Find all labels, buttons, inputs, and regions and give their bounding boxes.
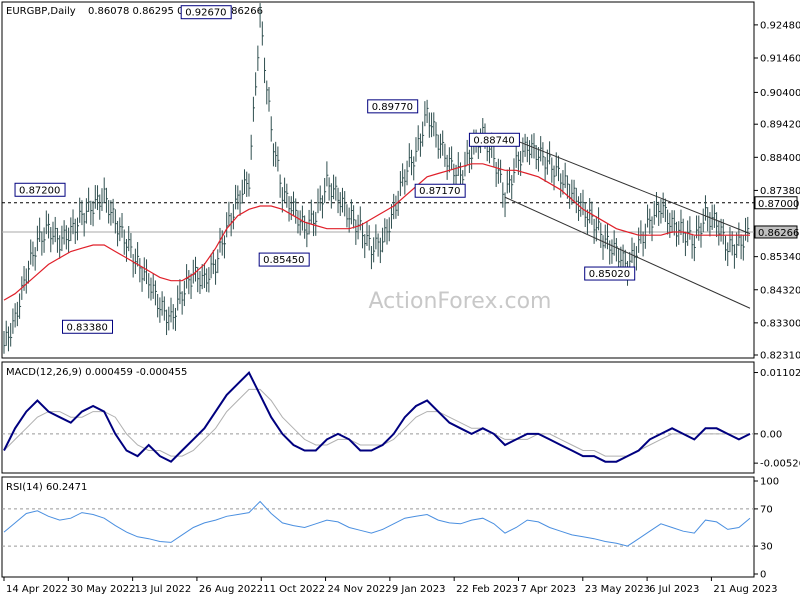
level-label-box bbox=[754, 196, 798, 210]
current-price-label: 0.86266 bbox=[758, 228, 799, 239]
price-annotations: 0.92670 0.87200 0.83380 0.85450 0.89770 0.871… bbox=[14, 5, 636, 334]
trend-channel bbox=[504, 135, 751, 309]
price-y-tick-label: 0.89420 bbox=[760, 120, 800, 131]
annotation-label: 0.87200 bbox=[19, 185, 60, 196]
price-y-tick-label: 0.87380 bbox=[760, 186, 800, 197]
x-tick-label: 13 Jul 2022 bbox=[135, 584, 192, 595]
rsi-y-tick-label: 0 bbox=[760, 570, 766, 581]
price-y-tick-label: 0.92480 bbox=[760, 20, 800, 31]
annotation-box bbox=[14, 182, 66, 197]
macd-lines bbox=[2, 371, 754, 463]
rsi-line bbox=[2, 500, 754, 547]
ma-line bbox=[3, 163, 750, 301]
x-tick-label: 23 May 2023 bbox=[585, 584, 650, 595]
x-tick-label: 14 Apr 2022 bbox=[6, 584, 68, 595]
rsi-y-tick-label: 70 bbox=[760, 504, 773, 515]
price-y-axis: 0.92480 0.91460 0.90400 0.89420 0.88400 0.873… bbox=[754, 20, 800, 362]
x-tick-label: 21 Aug 2023 bbox=[713, 584, 777, 595]
macd-y-tick-label: -0.005267 bbox=[760, 459, 800, 470]
annotation-label: 0.87170 bbox=[419, 186, 460, 197]
channel-lower bbox=[504, 196, 751, 309]
level-label: 0.87000 bbox=[758, 199, 799, 210]
x-tick-label: 6 Jul 2023 bbox=[649, 584, 699, 595]
rsi-panel bbox=[1, 476, 755, 578]
macd-y-axis: 0.011027 0.00 -0.005267 bbox=[754, 368, 800, 470]
current-price-box bbox=[754, 225, 798, 239]
annotation-label: 0.89770 bbox=[372, 102, 413, 113]
annotation-label: 0.83380 bbox=[67, 322, 108, 333]
price-y-tick-label: 0.90400 bbox=[760, 88, 800, 99]
annotation-box bbox=[367, 99, 419, 114]
rsi-y-axis: 100 70 30 0 bbox=[754, 477, 779, 581]
watermark: ActionForex.com bbox=[369, 289, 552, 314]
annotation-label: 0.85020 bbox=[589, 269, 630, 280]
annotation-box bbox=[62, 319, 114, 334]
x-tick-label: 9 Jan 2023 bbox=[392, 584, 446, 595]
rsi-title: RSI(14) 60.2471 bbox=[6, 482, 87, 493]
annotation-box bbox=[468, 132, 520, 147]
channel-upper bbox=[504, 135, 751, 235]
macd-y-tick-label: 0.011027 bbox=[760, 368, 800, 379]
price-y-tick-label: 0.91460 bbox=[760, 53, 800, 64]
macd-title: MACD(12,26,9) 0.000459 -0.000455 bbox=[6, 367, 187, 378]
annotation-box bbox=[180, 5, 232, 20]
price-y-tick-label: 0.84320 bbox=[760, 285, 800, 296]
macd-y-tick-label: 0.00 bbox=[760, 429, 782, 440]
rsi-y-tick-label: 100 bbox=[760, 477, 779, 488]
price-y-tick-label: 0.83300 bbox=[760, 318, 800, 329]
macd-line bbox=[3, 371, 751, 463]
annotation-label: 0.85450 bbox=[263, 255, 304, 266]
x-tick-label: 24 Nov 2022 bbox=[328, 584, 392, 595]
x-tick-label: 22 Feb 2023 bbox=[456, 584, 518, 595]
x-tick-label: 30 May 2022 bbox=[70, 584, 135, 595]
annotation-label: 0.92670 bbox=[185, 8, 226, 19]
annotation-label: 0.88740 bbox=[473, 135, 514, 146]
x-tick-label: 26 Aug 2022 bbox=[199, 584, 263, 595]
price-panel bbox=[1, 1, 755, 359]
rsi-y-tick-label: 30 bbox=[760, 542, 773, 553]
chart-title: EURGBP,Daily bbox=[6, 6, 76, 17]
annotation-box bbox=[414, 183, 466, 198]
x-tick-label: 11 Oct 2022 bbox=[263, 584, 325, 595]
annotation-box bbox=[584, 266, 636, 281]
x-axis: 14 Apr 2022 30 May 2022 13 Jul 2022 26 Aug … bbox=[3, 577, 777, 595]
price-y-tick-label: 0.82310 bbox=[760, 351, 800, 362]
price-y-tick-label: 0.88400 bbox=[760, 153, 800, 164]
x-tick-label: 7 Apr 2023 bbox=[520, 584, 575, 595]
rsi-line bbox=[3, 500, 751, 547]
price-y-tick-label: 0.85340 bbox=[760, 252, 800, 263]
ohlc-readout: 0.86078 0.86295 0.86022 0.86266 bbox=[88, 6, 263, 17]
annotation-box bbox=[258, 252, 310, 267]
moving-average bbox=[3, 163, 750, 301]
